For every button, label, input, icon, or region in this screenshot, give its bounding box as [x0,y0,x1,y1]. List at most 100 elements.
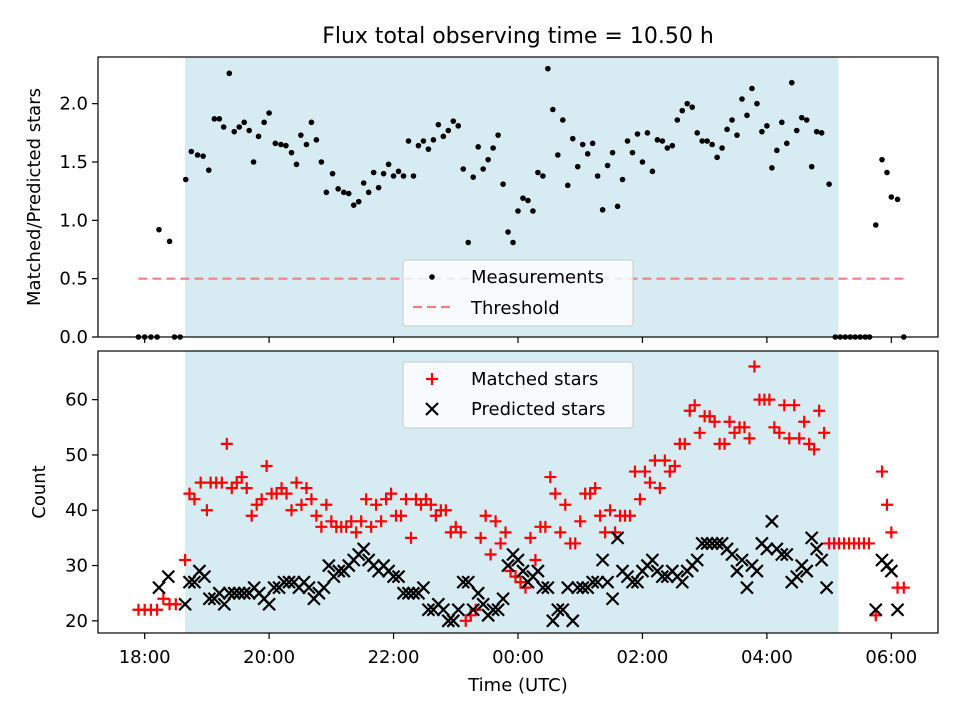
ratio-y-tick-label: 0.0 [59,327,88,348]
measurement-point [425,146,432,152]
ratio-legend: Measurements Threshold [402,259,634,327]
measurement-point [298,132,304,138]
measurement-point [400,173,407,179]
predicted-star-point [730,564,744,578]
measurement-point [734,132,740,138]
measurement-point [266,110,272,116]
predicted-star-point [317,580,331,595]
measurement-point [724,126,730,133]
ratio-y-tick-label: 0.5 [59,269,88,290]
measurement-point [360,180,367,186]
measurement-point [475,144,481,150]
matched-star-point [350,526,363,539]
matched-star-point [385,487,398,500]
measurement-point [450,118,457,124]
measurement-point [415,142,422,149]
ratio-y-axis: 0.0 0.5 1.0 1.5 2.0 [59,94,98,348]
measurement-point [774,147,780,154]
measurement-point [744,112,750,119]
measurement-point [826,181,832,187]
measurement-point [793,127,800,134]
predicted-star-point [436,602,451,617]
predicted-star-point [765,514,779,529]
predicted-star-point [406,586,421,600]
measurement-point [283,142,289,149]
matched-star-point [355,515,368,528]
measurement-point [211,116,218,122]
ratio-x-ticks [144,337,892,343]
matched-star-point [569,537,582,550]
count-y-tick-label: 30 [65,556,88,577]
ratio-y-tick-label: 1.5 [59,152,88,173]
predicted-star-point [884,564,899,578]
measurement-point [530,208,536,214]
predicted-star-point [282,575,296,589]
measurement-point [555,152,561,158]
matched-star-point [813,404,826,417]
matched-star-point [474,531,487,544]
matched-star-point [479,509,492,522]
measurement-point [205,167,212,173]
matched-star-point [157,592,170,605]
measurement-point [594,173,601,179]
predicted-star-point [799,564,814,578]
count-axes-frame [97,350,939,634]
matched-star-point [559,498,572,511]
measurement-point [798,114,805,121]
matched-star-point [638,465,651,478]
ratio-panel: Flux total observing time = 10.50 h 0.00… [24,24,939,348]
predicted-star-point [869,602,883,617]
count-y-tick-label: 50 [65,445,88,466]
measurement-point [818,130,825,136]
measurement-point [440,133,447,140]
ratio-legend-box [402,259,634,327]
matched-star-point [424,498,437,511]
matched-star-point [489,515,502,528]
matched-star-point [718,437,731,450]
predicted-star-point [546,614,560,628]
measurement-point [395,168,402,175]
matched-star-point [818,426,831,439]
predicted-star-point [700,536,714,551]
measurement-point [704,138,710,144]
matched-star-point [524,531,537,544]
matched-star-point [544,471,557,484]
predicted-star-point [595,553,610,567]
measurement-point [525,197,531,204]
measurement-point [649,168,656,175]
measurement-point [784,140,790,147]
measurement-point [313,137,320,143]
matched-star-point [688,399,701,412]
count-y-tick-label: 40 [65,500,88,521]
matched-star-point [245,509,258,522]
measurement-point [884,169,890,176]
measurement-point [754,100,760,107]
matched-star-point [240,482,253,495]
measurement-point [500,181,506,187]
predicted-star-point [152,580,166,595]
matched-star-point [285,504,298,517]
count-legend: Matched stars Predicted stars [402,361,634,429]
measurement-point [303,141,310,148]
count-y-axis-label: Count [29,465,50,518]
predicted-star-point [441,614,456,628]
matched-star-point [748,360,761,373]
predicted-star-point [536,580,550,595]
legend-matched-marker [426,373,438,385]
count-y-tick-label: 20 [65,611,88,632]
measurement-point [340,189,347,196]
measurement-point [719,145,725,151]
measurement-point [194,152,201,158]
measurement-point [323,189,330,196]
matched-star-point [529,554,542,567]
predicted-star-point [212,586,227,600]
count-x-tick-label: 22:00 [368,647,420,668]
measurement-point [624,138,631,144]
predicted-star-point [610,531,625,545]
measurement-point [764,123,770,129]
predicted-star-point [725,547,739,562]
measurement-point [236,124,243,130]
ratio-y-tick-label: 1.0 [59,210,88,231]
predicted-star-point [182,575,197,589]
predicted-star-point [217,597,232,612]
